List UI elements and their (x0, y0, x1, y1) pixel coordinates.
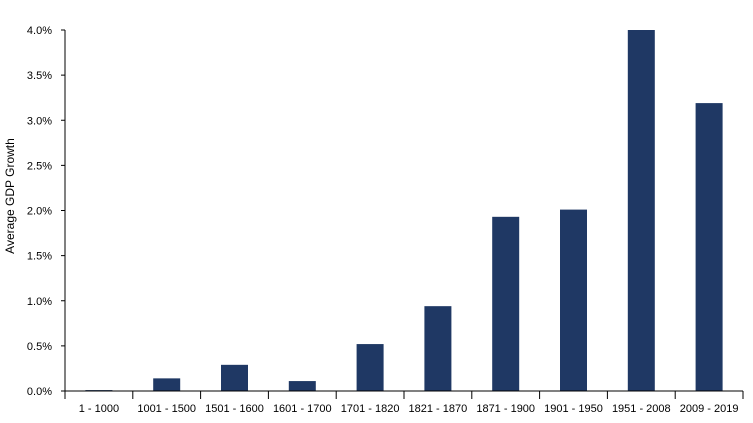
bar (288, 381, 316, 391)
y-tick-label: 3.5% (27, 70, 52, 82)
x-tick-label: 1871 - 1900 (476, 403, 535, 415)
y-tick-label: 0.0% (27, 386, 52, 398)
bar (492, 216, 520, 391)
bar (356, 344, 384, 391)
x-tick-label: 1701 - 1820 (341, 403, 400, 415)
x-tick-label: 1951 - 2008 (612, 403, 671, 415)
bar (221, 364, 248, 391)
y-tick-label: 0.5% (27, 341, 52, 353)
x-axis-ticks: 1 - 1000 1001 - 1500 1501 - 1600 1601 - 170… (64, 391, 744, 415)
bar (153, 378, 181, 391)
bar (560, 209, 587, 391)
y-axis-ticks: 0.0% 0.5% 1.0% 1.5% 2.0% 2.5% 3.0% 3.5% 4.0% (27, 25, 65, 398)
y-tick-label: 2.5% (27, 160, 52, 172)
x-tick-label: 1821 - 1870 (409, 403, 468, 415)
x-tick-label: 1901 - 1950 (544, 403, 603, 415)
y-tick-label: 1.5% (27, 251, 52, 263)
x-tick-label: 1601 - 1700 (273, 403, 332, 415)
y-tick-label: 1.0% (27, 296, 52, 308)
bar (424, 306, 452, 391)
y-axis-title: Average GDP Growth (3, 138, 17, 254)
y-tick-label: 3.0% (27, 115, 52, 127)
bar (695, 103, 723, 391)
y-tick-label: 2.0% (27, 206, 52, 218)
bars (85, 30, 723, 391)
x-tick-label: 1501 - 1600 (205, 403, 264, 415)
x-tick-label: 2009 - 2019 (680, 403, 739, 415)
x-tick-label: 1 - 1000 (79, 403, 119, 415)
bar (627, 30, 655, 391)
x-tick-label: 1001 - 1500 (137, 403, 196, 415)
y-tick-label: 4.0% (27, 25, 52, 37)
